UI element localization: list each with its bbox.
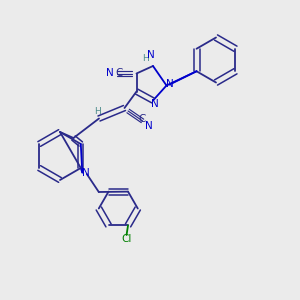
Text: N: N	[166, 79, 174, 89]
Text: C: C	[116, 68, 123, 79]
Text: N: N	[145, 121, 152, 131]
Text: C: C	[138, 114, 145, 124]
Text: N: N	[106, 68, 113, 79]
Text: N: N	[147, 50, 154, 61]
Text: H: H	[142, 54, 149, 63]
Text: H: H	[94, 107, 101, 116]
Text: N: N	[151, 99, 159, 109]
Text: N: N	[82, 167, 90, 178]
Text: Cl: Cl	[121, 234, 132, 244]
